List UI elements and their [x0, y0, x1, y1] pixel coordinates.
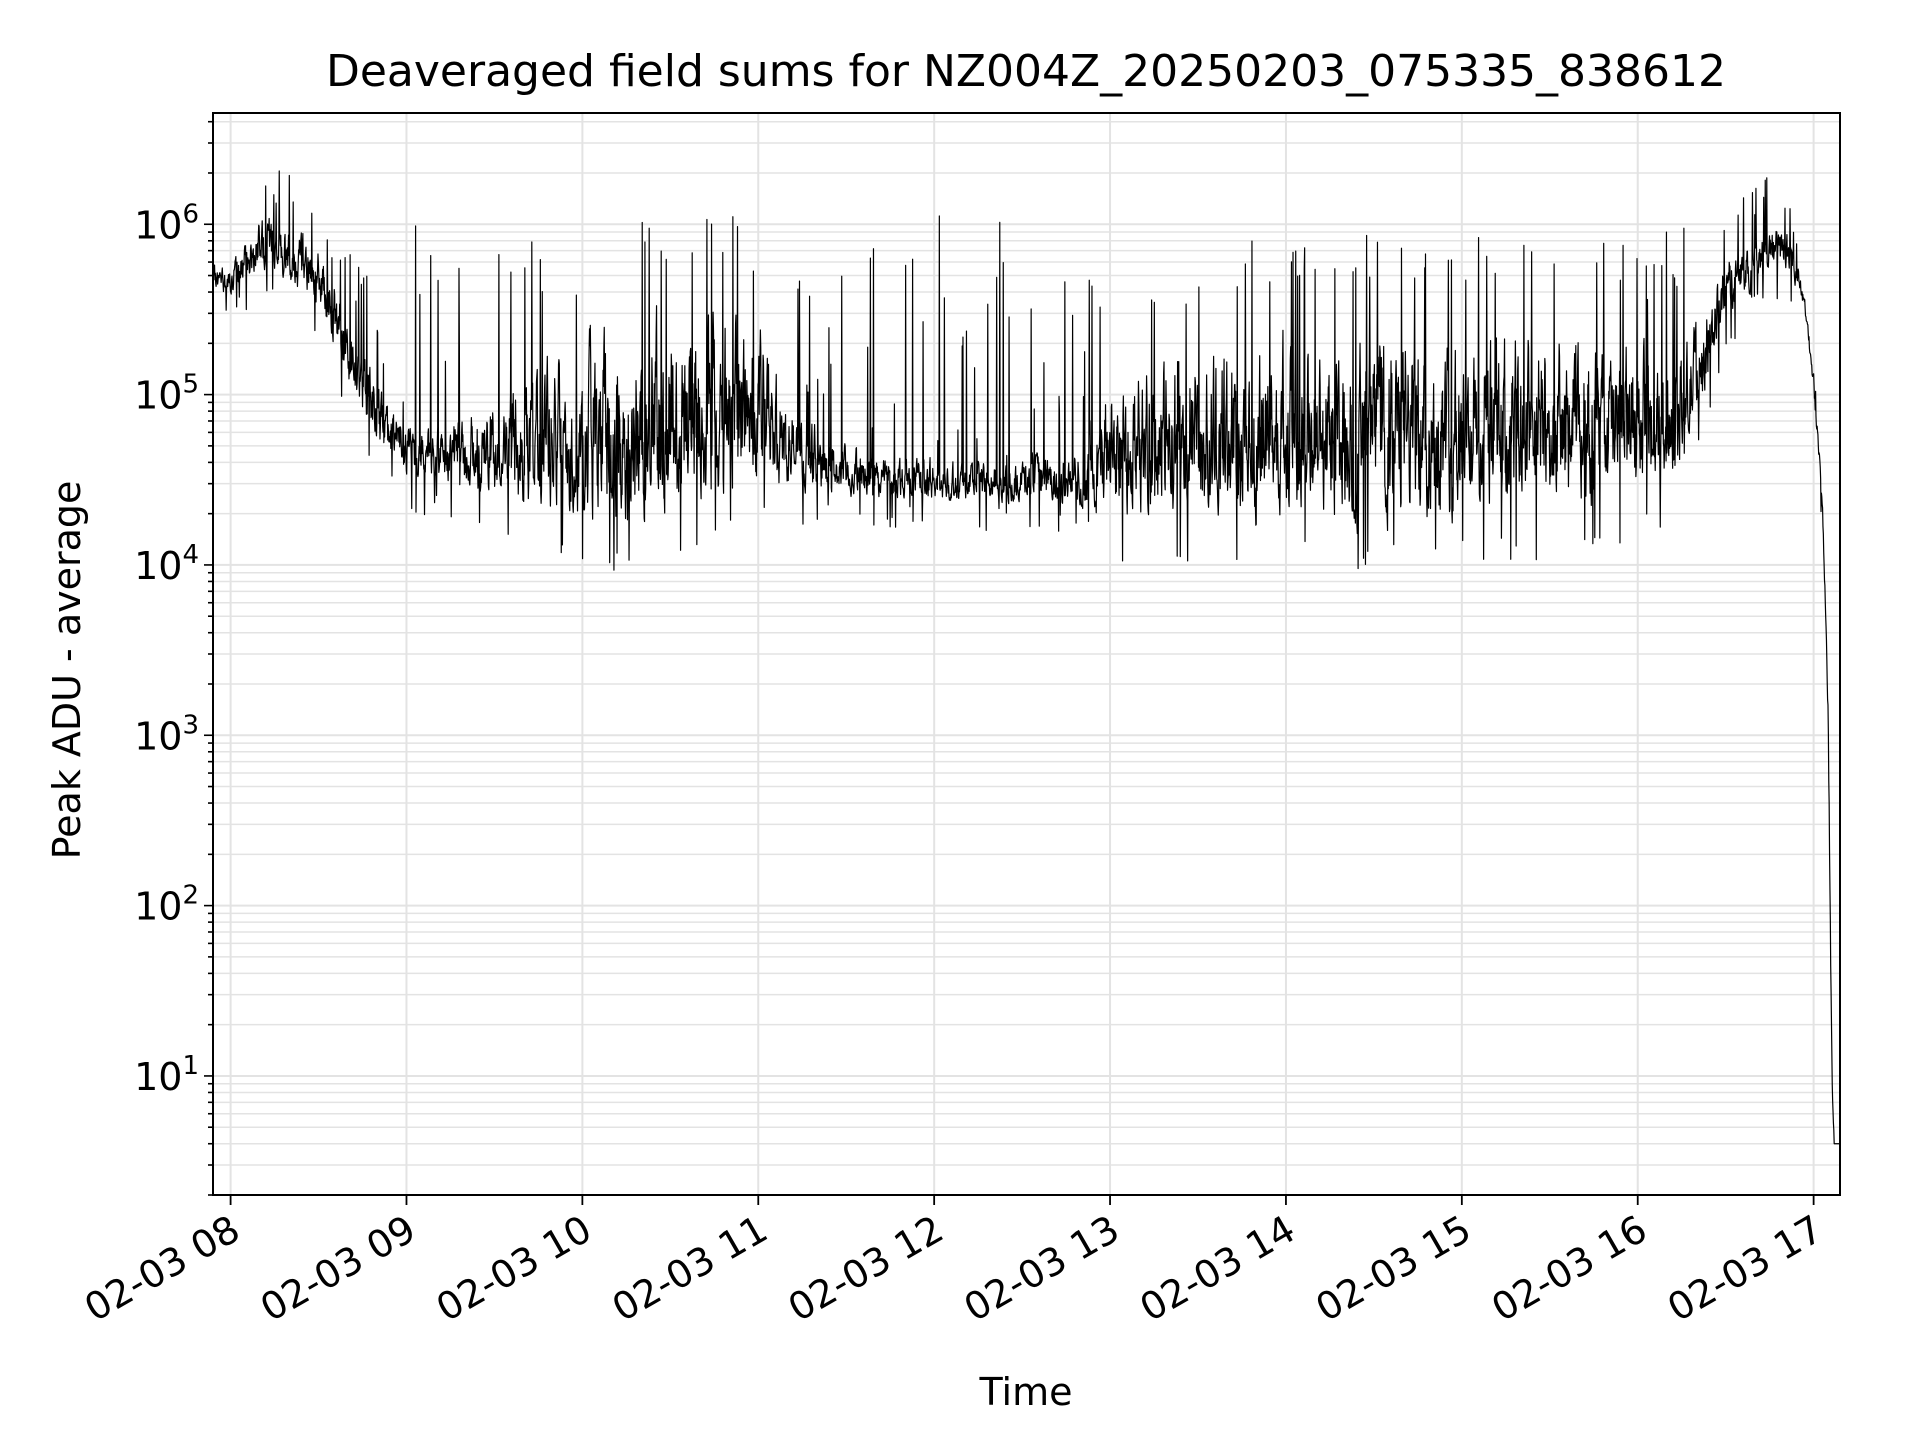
y-tick-exponent: 1	[182, 1051, 199, 1081]
x-tick-label: 02-03 14	[1132, 1207, 1302, 1331]
x-tick-label: 02-03 12	[781, 1207, 951, 1331]
y-tick-label: 106	[134, 199, 199, 247]
x-axis-label: Time	[979, 1370, 1073, 1414]
y-tick-base: 10	[134, 1055, 182, 1099]
grid	[213, 113, 1840, 1196]
y-tick-exponent: 5	[182, 370, 199, 400]
x-tick-label: 02-03 08	[77, 1207, 247, 1331]
y-tick-base: 10	[134, 885, 182, 929]
y-tick-exponent: 4	[182, 540, 199, 570]
y-tick-exponent: 6	[182, 199, 199, 229]
x-tick-label: 02-03 13	[957, 1207, 1127, 1331]
y-tick-base: 10	[134, 374, 182, 418]
y-tick-exponent: 2	[182, 881, 199, 911]
y-tick-label: 102	[134, 881, 199, 929]
series-line	[212, 170, 1841, 1145]
y-tick-label: 104	[134, 540, 199, 588]
x-tick-label: 02-03 17	[1660, 1207, 1830, 1331]
y-tick-label: 101	[134, 1051, 199, 1099]
y-tick-label: 105	[134, 370, 199, 418]
y-tick-base: 10	[134, 203, 182, 247]
chart-title: Deaveraged field sums for NZ004Z_2025020…	[326, 46, 1726, 97]
y-tick-label: 103	[134, 710, 199, 758]
y-axis-label: Peak ADU - average	[45, 481, 89, 860]
x-tick-label: 02-03 09	[253, 1207, 423, 1331]
x-tick-label: 02-03 15	[1308, 1207, 1478, 1331]
data-layer	[212, 170, 1841, 1145]
y-tick-base: 10	[134, 544, 182, 588]
y-tick-base: 10	[134, 714, 182, 758]
x-tick-label: 02-03 16	[1484, 1207, 1654, 1331]
x-tick-label: 02-03 10	[429, 1207, 599, 1331]
y-tick-exponent: 3	[182, 710, 199, 740]
x-tick-label: 02-03 11	[605, 1207, 775, 1331]
